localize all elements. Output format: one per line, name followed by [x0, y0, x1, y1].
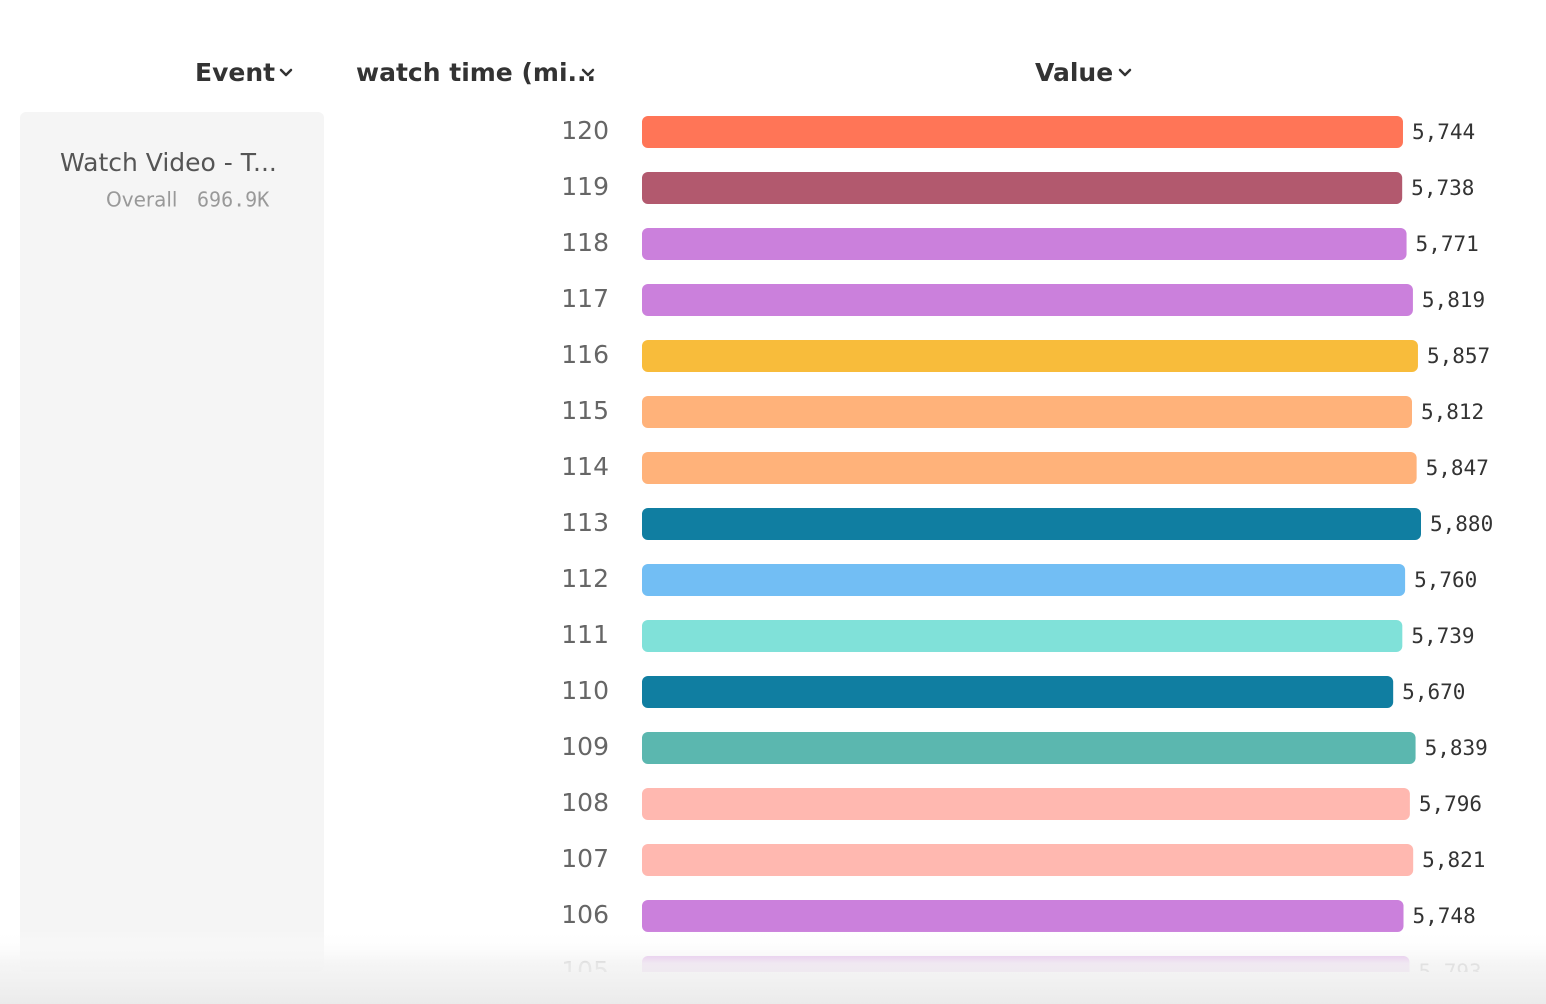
scroll-fade [0, 930, 1546, 1004]
value-label: 5,796 [1419, 792, 1482, 816]
rows: 120 5,744 119 5,738 118 5,771 117 5,819 116 5,857… [561, 116, 1493, 972]
bar [642, 676, 1394, 708]
category-label: 106 [561, 900, 609, 929]
chevron[interactable] [279, 68, 293, 77]
event-panel [20, 112, 324, 972]
value-label: 5,857 [1427, 344, 1490, 368]
bar [642, 116, 1403, 148]
event-name[interactable]: Watch Video - T... [60, 148, 277, 177]
value-label: 5,760 [1414, 568, 1477, 592]
category-label: 112 [561, 564, 609, 593]
category-label: 113 [561, 508, 609, 537]
category-label: 119 [561, 172, 609, 201]
category-label: 109 [561, 732, 609, 761]
value-label: 5,839 [1425, 736, 1488, 760]
bar [642, 900, 1404, 932]
overall-value: 696.9K [197, 188, 269, 212]
category-label: 117 [561, 284, 609, 313]
category-label: 111 [561, 620, 609, 649]
value-label: 5,880 [1430, 512, 1493, 536]
bar [642, 172, 1403, 204]
category-label: 110 [561, 676, 609, 705]
value-label: 5,847 [1426, 456, 1489, 480]
bar [642, 844, 1414, 876]
category-label: 115 [561, 396, 609, 425]
chevron[interactable] [581, 68, 595, 77]
value-label: 5,821 [1422, 848, 1485, 872]
bar [642, 396, 1412, 428]
overall-label: Overall [106, 188, 177, 212]
category-label: 118 [561, 228, 609, 257]
bar [642, 452, 1417, 484]
value-label: 5,670 [1402, 680, 1465, 704]
category-label: 108 [561, 788, 609, 817]
bar [642, 732, 1416, 764]
value-label: 5,819 [1422, 288, 1485, 312]
bar [642, 508, 1421, 540]
bar [642, 564, 1406, 596]
value-label: 5,748 [1413, 904, 1476, 928]
category-label: 107 [561, 844, 609, 873]
value-label: 5,739 [1411, 624, 1474, 648]
value-label: 5,812 [1421, 400, 1484, 424]
bar [642, 284, 1413, 316]
bar [642, 620, 1403, 652]
chevron[interactable] [1118, 68, 1132, 77]
column-header[interactable]: Value [1035, 58, 1113, 87]
column-header[interactable]: watch time (mi... [356, 58, 596, 87]
bar [642, 788, 1410, 820]
bar [642, 340, 1418, 372]
value-label: 5,771 [1416, 232, 1479, 256]
value-label: 5,738 [1411, 176, 1474, 200]
category-label: 114 [561, 452, 609, 481]
category-label: 116 [561, 340, 609, 369]
value-label: 5,744 [1412, 120, 1475, 144]
column-header[interactable]: Event [195, 58, 275, 87]
category-label: 120 [561, 116, 609, 145]
bar [642, 228, 1407, 260]
